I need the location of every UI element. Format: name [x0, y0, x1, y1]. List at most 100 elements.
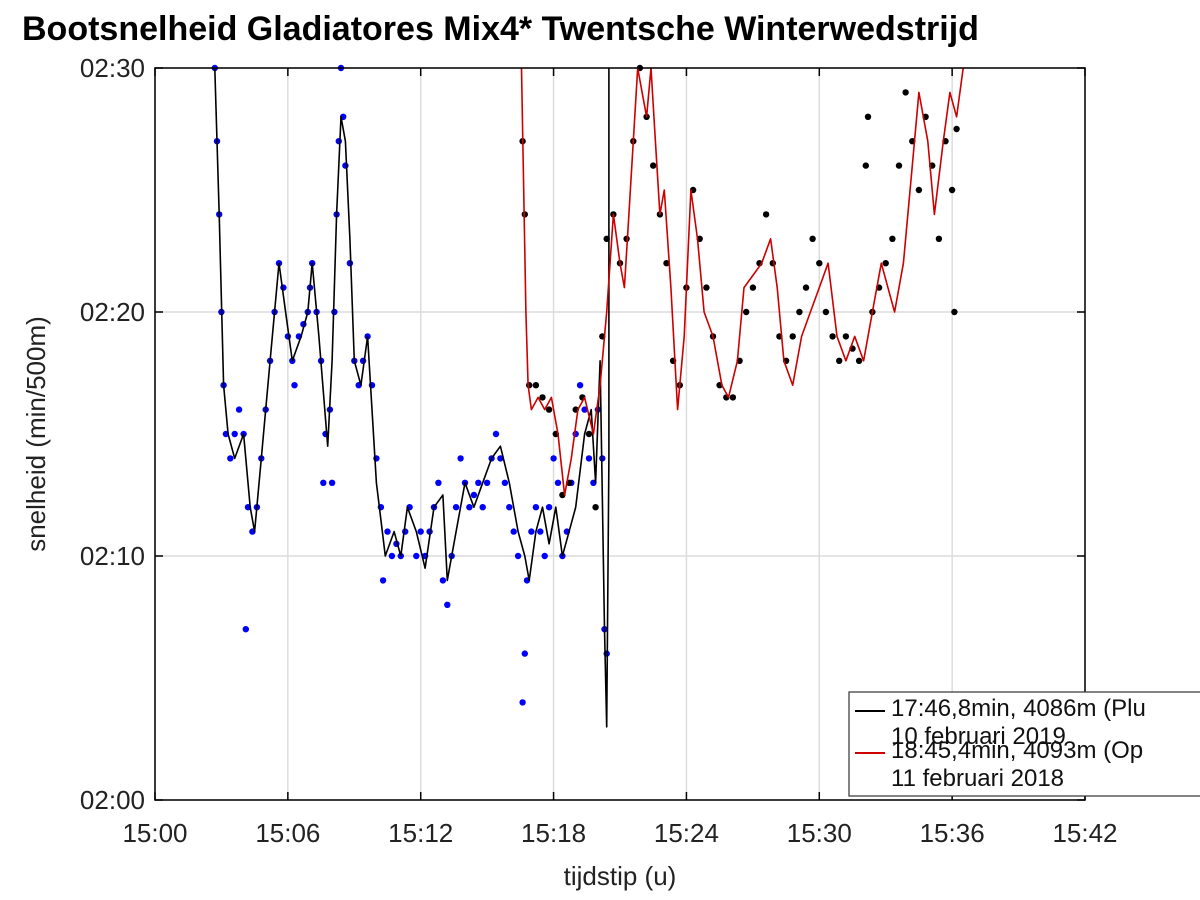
- data-point: [501, 479, 509, 486]
- data-point: [822, 308, 830, 316]
- data-point: [384, 528, 391, 535]
- data-point: [519, 699, 526, 706]
- data-point: [729, 394, 737, 401]
- data-point: [227, 455, 234, 462]
- data-point: [789, 333, 796, 340]
- data-point: [320, 479, 327, 486]
- data-point: [663, 260, 670, 267]
- data-point: [855, 357, 863, 364]
- series-line: [520, 67, 964, 496]
- data-point: [592, 504, 599, 511]
- data-point: [417, 528, 424, 535]
- data-point: [541, 552, 548, 560]
- data-point: [439, 577, 447, 584]
- data-point: [902, 89, 909, 96]
- x-tick-label: 15:36: [920, 818, 985, 848]
- data-point: [492, 430, 500, 438]
- data-point: [864, 113, 872, 121]
- data-point: [951, 308, 958, 316]
- data-point: [743, 308, 750, 316]
- data-point: [452, 504, 460, 511]
- data-point: [532, 504, 540, 511]
- data-point: [545, 406, 553, 413]
- data-point: [581, 406, 588, 413]
- data-point: [537, 528, 544, 535]
- data-point: [862, 162, 869, 169]
- data-point: [816, 260, 823, 267]
- data-point: [413, 552, 420, 560]
- axis-ticks: 15:00 15:06 15:12 15:18 15:24 15:30 15:36 15:42…: [80, 53, 1118, 848]
- y-tick-label: 02:00: [80, 785, 145, 815]
- data-point: [650, 162, 657, 169]
- data-point: [953, 125, 960, 133]
- data-point: [231, 430, 238, 438]
- data-point: [475, 479, 482, 486]
- data-point: [585, 430, 593, 438]
- chart-title: Bootsnelheid Gladiatores Mix4* Twentsche…: [22, 10, 979, 48]
- data-point: [762, 211, 770, 218]
- data-point: [479, 504, 486, 511]
- data-point: [836, 357, 843, 364]
- data-point: [915, 186, 923, 194]
- data-point: [435, 479, 442, 486]
- y-tick-label: 02:10: [80, 541, 145, 571]
- axes-box: [154, 67, 1086, 801]
- x-tick-label: 15:00: [122, 818, 187, 848]
- data-point: [889, 235, 896, 242]
- data-point: [497, 455, 504, 462]
- data-point: [235, 406, 243, 413]
- data-point: [506, 504, 513, 511]
- data-point: [895, 162, 903, 169]
- y-tick-label: 02:20: [80, 297, 145, 327]
- legend-label: 18:45,4min, 4093m (Op 11 februari 2018: [891, 737, 1143, 792]
- data-point: [388, 552, 396, 560]
- data-point: [342, 162, 349, 169]
- data-point: [796, 308, 803, 316]
- data-point: [521, 650, 528, 657]
- data-series: [211, 64, 964, 728]
- data-point: [585, 455, 593, 462]
- x-tick-label: 15:12: [388, 818, 453, 848]
- data-point: [809, 235, 816, 242]
- data-point: [802, 284, 810, 291]
- x-axis-label: tijdstip (u): [564, 861, 677, 891]
- plot-area: [155, 68, 1085, 800]
- data-point: [242, 626, 249, 633]
- data-point: [532, 382, 540, 389]
- data-point: [483, 479, 491, 486]
- x-tick-label: 15:18: [521, 818, 586, 848]
- data-point: [457, 455, 464, 462]
- series-line: [214, 67, 610, 728]
- data-point: [842, 333, 850, 340]
- data-point: [545, 504, 553, 511]
- legend: 17:46,8min, 4086m (Plu 10 februari 201918…: [848, 691, 1200, 797]
- data-point: [703, 284, 710, 291]
- data-point: [829, 333, 836, 340]
- data-point: [470, 491, 478, 499]
- data-point: [882, 260, 889, 267]
- data-point: [528, 528, 535, 535]
- data-point: [539, 394, 546, 401]
- data-point: [554, 479, 562, 486]
- x-tick-label: 15:06: [255, 818, 320, 848]
- data-point: [935, 235, 943, 242]
- data-point: [514, 552, 522, 560]
- data-point: [466, 504, 473, 511]
- x-tick-label: 15:30: [787, 818, 852, 848]
- legend-label: 17:46,8min, 4086m (Plu 10 februari 2019: [891, 695, 1146, 750]
- data-point: [749, 284, 757, 291]
- data-point: [444, 601, 451, 608]
- y-axis-label: snelheid (min/500m): [21, 316, 51, 552]
- x-tick-label: 15:24: [654, 818, 719, 848]
- data-point: [576, 382, 584, 389]
- data-point: [335, 138, 342, 145]
- data-point: [948, 186, 956, 194]
- data-point: [379, 577, 387, 584]
- y-tick-label: 02:30: [80, 53, 145, 83]
- data-point: [291, 382, 298, 389]
- data-point: [510, 528, 517, 535]
- x-tick-label: 15:42: [1052, 818, 1117, 848]
- data-point: [550, 455, 557, 462]
- data-point: [328, 479, 336, 486]
